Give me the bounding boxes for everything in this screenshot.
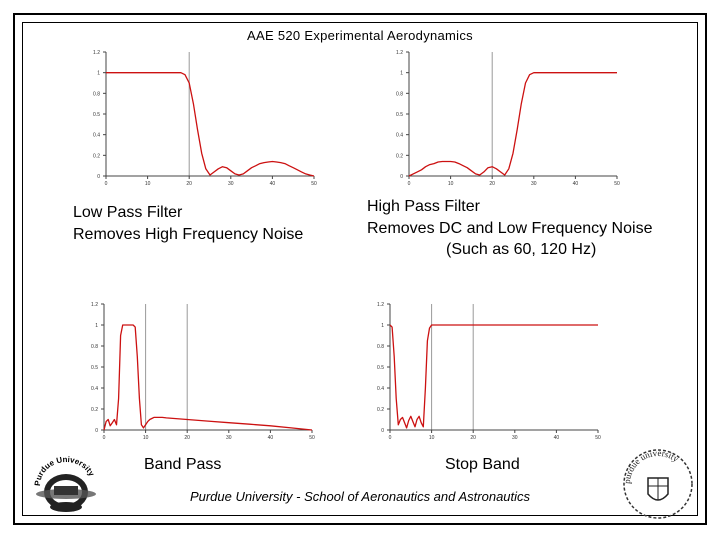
x-tick-label: 0 [408, 181, 411, 187]
y-tick-label: 0.2 [396, 153, 403, 159]
y-tick-label: 0 [381, 428, 384, 434]
footer-text: Purdue University - School of Aeronautic… [189, 489, 531, 504]
stop-band-plot: 0 0.2 0.4 0.5 0.8 1 1.2 0 10 20 30 40 50 [366, 296, 614, 442]
y-tick-label: 1 [95, 323, 98, 329]
x-tick-label: 40 [270, 181, 276, 187]
y-tick-label: 0.8 [91, 344, 98, 350]
x-tick-label: 40 [573, 181, 579, 187]
band-pass-plot: 0 0.2 0.4 0.5 0.8 1 1.2 0 10 20 30 40 50 [80, 296, 328, 442]
x-tick-label: 30 [512, 435, 518, 441]
y-tick-label: 1.2 [93, 50, 100, 56]
x-tick-label: 40 [554, 435, 560, 441]
x-tick-label: 50 [311, 181, 317, 187]
low-pass-chart: 0 0.2 0.4 0.5 0.8 1 1.2 0 10 20 30 40 50 [93, 50, 317, 187]
x-tick-label: 50 [614, 181, 620, 187]
y-tick-label: 0.5 [396, 112, 403, 118]
y-tick-label: 0.8 [377, 344, 384, 350]
x-tick-label: 50 [309, 435, 315, 441]
x-tick-label: 0 [389, 435, 392, 441]
x-tick-label: 10 [429, 435, 435, 441]
low-pass-description: Removes High Frequency Noise [73, 226, 304, 243]
y-tick-label: 0.4 [93, 133, 100, 139]
high-pass-note: (Such as 60, 120 Hz) [446, 241, 597, 258]
slide-inner-border [22, 22, 698, 516]
x-tick-label: 20 [184, 435, 190, 441]
slide-outer-border [13, 13, 707, 525]
purdue-seal-icon: Purdue University [30, 455, 102, 523]
x-tick-label: 10 [145, 181, 151, 187]
high-pass-description: Removes DC and Low Frequency Noise [367, 220, 653, 237]
filter-response-line [389, 324, 598, 429]
low-pass-title: Low Pass Filter [73, 204, 183, 221]
y-tick-label: 0 [400, 174, 403, 180]
x-tick-label: 0 [105, 181, 108, 187]
y-tick-label: 1.2 [396, 50, 403, 56]
y-tick-label: 0.2 [377, 407, 384, 413]
y-tick-label: 0.8 [396, 91, 403, 97]
y-tick-label: 0.5 [377, 365, 384, 371]
x-tick-label: 20 [186, 181, 192, 187]
x-tick-label: 50 [595, 435, 601, 441]
x-tick-label: 40 [268, 435, 274, 441]
high-pass-plot: 0 0.2 0.4 0.5 0.8 1 1.2 0 10 20 30 40 50 [385, 44, 633, 188]
x-tick-label: 10 [143, 435, 149, 441]
y-tick-label: 0.5 [91, 365, 98, 371]
band-pass-label: Band Pass [144, 456, 222, 473]
stop-band-label: Stop Band [445, 456, 520, 473]
y-tick-label: 0 [97, 174, 100, 180]
low-pass-plot: 0 0.2 0.4 0.5 0.8 1 1.2 0 10 20 30 40 50 [82, 44, 330, 188]
band-pass-chart: 0 0.2 0.4 0.5 0.8 1 1.2 0 10 20 30 40 50 [91, 302, 315, 441]
header-title: AAE 520 Experimental Aerodynamics [247, 28, 473, 43]
y-tick-label: 0.4 [377, 386, 384, 392]
y-tick-label: 0.8 [93, 91, 100, 97]
y-tick-label: 1 [400, 71, 403, 77]
y-tick-label: 0 [95, 428, 98, 434]
x-tick-label: 30 [531, 181, 537, 187]
y-tick-label: 1 [381, 323, 384, 329]
x-tick-label: 30 [228, 181, 234, 187]
x-tick-label: 0 [103, 435, 106, 441]
purdue-university-stamp-icon: purdue university [620, 446, 696, 527]
high-pass-title: High Pass Filter [367, 198, 480, 215]
x-tick-label: 10 [448, 181, 454, 187]
y-tick-label: 0.4 [91, 386, 98, 392]
stop-band-chart: 0 0.2 0.4 0.5 0.8 1 1.2 0 10 20 30 40 50 [377, 302, 601, 441]
x-tick-label: 20 [489, 181, 495, 187]
y-tick-label: 0.2 [91, 407, 98, 413]
x-tick-label: 30 [226, 435, 232, 441]
x-tick-label: 20 [470, 435, 476, 441]
filter-response-line [106, 72, 315, 177]
y-tick-label: 0.5 [93, 112, 100, 118]
filter-response-line [103, 324, 313, 431]
y-tick-label: 1.2 [91, 302, 98, 308]
filter-response-line [408, 72, 617, 177]
high-pass-chart: 0 0.2 0.4 0.5 0.8 1 1.2 0 10 20 30 40 50 [396, 50, 620, 187]
y-tick-label: 1.2 [377, 302, 384, 308]
y-tick-label: 0.4 [396, 133, 403, 139]
y-tick-label: 1 [97, 71, 100, 77]
y-tick-label: 0.2 [93, 153, 100, 159]
